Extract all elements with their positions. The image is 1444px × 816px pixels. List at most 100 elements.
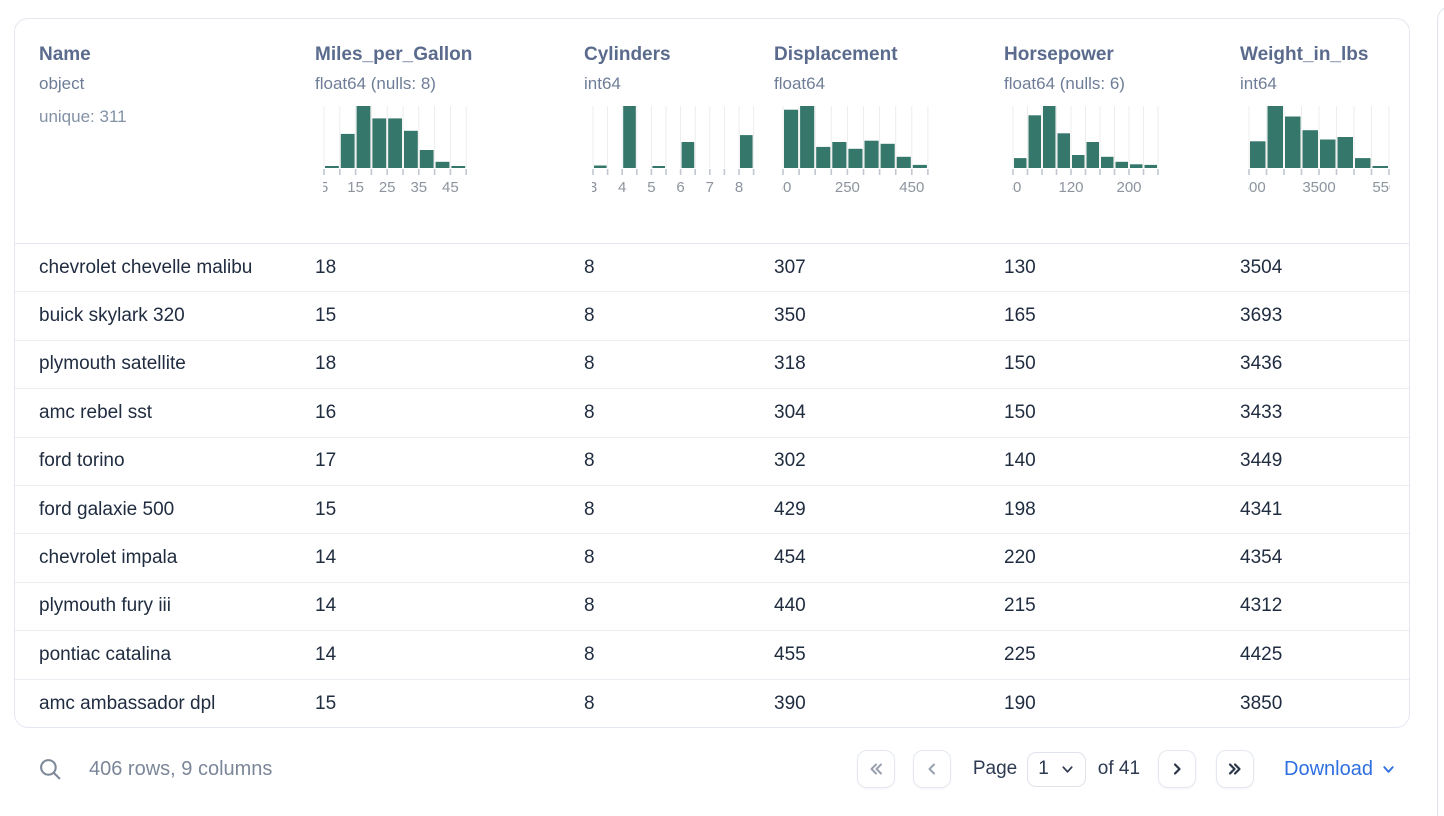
table-cell: 150 — [1004, 401, 1036, 423]
table-row[interactable]: amc ambassador dpl 15 8 390 190 3850 — [15, 680, 1409, 727]
column-header-horsepower[interactable]: Horsepower float64 (nulls: 6) 40 120 200 — [1004, 44, 1240, 243]
column-type: int64 — [584, 74, 621, 93]
column-type: float64 (nulls: 6) — [1004, 74, 1125, 93]
footer-left: 406 rows, 9 columns — [38, 757, 272, 782]
table-body: chevrolet chevelle malibu 18 8 307 130 3504 bu… — [15, 244, 1409, 727]
table-cell: 15 — [315, 305, 337, 327]
table-row[interactable]: buick skylark 320 15 8 350 165 3693 — [15, 292, 1409, 341]
column-header-weight_in_lbs[interactable]: Weight_in_lbs int64 1500 3500 5500 — [1240, 44, 1409, 243]
table-cell: 165 — [1004, 305, 1036, 327]
table-cell: 455 — [774, 643, 806, 665]
table-cell: 14 — [315, 547, 337, 569]
page-select-value: 1 — [1038, 758, 1049, 779]
svg-text:5: 5 — [323, 179, 328, 194]
table-cell: 304 — [774, 401, 806, 423]
histogram-horsepower: 40 120 200 — [1012, 106, 1159, 194]
table-cell: 4354 — [1240, 547, 1283, 569]
table-row[interactable]: pontiac catalina 14 8 455 225 4425 — [15, 631, 1409, 680]
table-cell: ford galaxie 500 — [39, 498, 175, 520]
svg-text:8: 8 — [735, 179, 743, 194]
table-cell: 14 — [315, 643, 337, 665]
table-cell: 8 — [584, 498, 595, 520]
table-cell: 8 — [584, 692, 595, 714]
table-cell: 215 — [1004, 595, 1036, 617]
page-select[interactable]: 1 — [1027, 751, 1086, 787]
table-cell: 8 — [584, 547, 595, 569]
table-cell: 8 — [584, 256, 595, 278]
table-cell: 350 — [774, 305, 806, 327]
table-cell: 8 — [584, 353, 595, 375]
total-pages-label: of 41 — [1097, 758, 1141, 779]
table-cell: ford torino — [39, 450, 125, 472]
table-row[interactable]: plymouth fury iii 14 8 440 215 4312 — [15, 583, 1409, 632]
first-page-button[interactable] — [856, 750, 895, 788]
column-name: Displacement — [774, 44, 898, 65]
svg-text:50: 50 — [782, 179, 791, 194]
table-cell: 429 — [774, 498, 806, 520]
table-row[interactable]: ford galaxie 500 15 8 429 198 4341 — [15, 486, 1409, 535]
svg-text:15: 15 — [347, 179, 364, 194]
adjacent-panel-edge — [1437, 6, 1444, 816]
table-row[interactable]: ford torino 17 8 302 140 3449 — [15, 438, 1409, 486]
table-cell: plymouth satellite — [39, 353, 186, 375]
table-cell: 390 — [774, 692, 806, 714]
column-header-miles_per_gallon[interactable]: Miles_per_Gallon float64 (nulls: 8) 5 15 25 3… — [315, 44, 584, 243]
row-column-summary: 406 rows, 9 columns — [89, 757, 273, 780]
svg-text:35: 35 — [410, 179, 427, 194]
column-header-displacement[interactable]: Displacement float64 50 250 450 — [774, 44, 1004, 243]
download-button[interactable]: Download — [1284, 758, 1396, 781]
chevrons-right-icon — [1228, 763, 1241, 775]
histogram-cylinders: 3 4 5 6 7 8 — [592, 106, 755, 194]
column-type: float64 — [774, 74, 826, 93]
svg-text:1500: 1500 — [1248, 179, 1266, 194]
table-cell: 150 — [1004, 353, 1036, 375]
table-header-row: Name object unique: 311 Miles_per_Gallon flo… — [15, 19, 1409, 244]
table-cell: 190 — [1004, 692, 1036, 714]
table-row[interactable]: chevrolet impala 14 8 454 220 4354 — [15, 534, 1409, 583]
table-cell: 4341 — [1240, 498, 1283, 520]
table-cell: buick skylark 320 — [39, 305, 185, 327]
table-cell: 8 — [584, 450, 595, 472]
data-table-card: Name object unique: 311 Miles_per_Gallon flo… — [14, 18, 1410, 728]
previous-page-button[interactable] — [912, 750, 951, 788]
table-cell: pontiac catalina — [39, 643, 172, 665]
column-type: object — [39, 74, 85, 93]
svg-text:200: 200 — [1116, 179, 1141, 194]
table-cell: 17 — [315, 450, 337, 472]
svg-text:3: 3 — [592, 179, 597, 194]
column-header-cylinders[interactable]: Cylinders int64 3 4 5 6 7 8 — [584, 44, 774, 243]
table-cell: 140 — [1004, 450, 1036, 472]
histogram-displacement: 50 250 450 — [782, 106, 929, 194]
table-cell: chevrolet chevelle malibu — [39, 256, 253, 278]
chevron-down-icon — [1383, 765, 1394, 773]
column-name: Miles_per_Gallon — [315, 44, 473, 65]
table-footer: 406 rows, 9 columns Page 1 of 41 — [14, 740, 1410, 798]
page-label: Page — [972, 758, 1018, 779]
svg-text:120: 120 — [1058, 179, 1083, 194]
column-header-name[interactable]: Name object unique: 311 — [15, 44, 315, 243]
column-type: int64 — [1240, 74, 1277, 93]
table-row[interactable]: amc rebel sst 16 8 304 150 3433 — [15, 389, 1409, 438]
table-row[interactable]: chevrolet chevelle malibu 18 8 307 130 3504 — [15, 244, 1409, 293]
chevrons-left-icon — [870, 763, 882, 775]
table-cell: 4312 — [1240, 595, 1283, 617]
svg-text:5: 5 — [647, 179, 655, 194]
last-page-button[interactable] — [1216, 750, 1255, 788]
svg-text:4: 4 — [618, 179, 626, 194]
search-icon[interactable] — [38, 757, 63, 782]
column-unique-count: unique: 311 — [39, 107, 127, 126]
table-cell: 8 — [584, 595, 595, 617]
svg-text:6: 6 — [676, 179, 684, 194]
svg-text:25: 25 — [379, 179, 396, 194]
next-page-button[interactable] — [1158, 750, 1197, 788]
table-cell: 15 — [315, 498, 337, 520]
download-label: Download — [1284, 757, 1373, 780]
svg-text:450: 450 — [899, 179, 924, 194]
column-name: Horsepower — [1004, 44, 1114, 65]
table-cell: 8 — [584, 401, 595, 423]
table-cell: 15 — [315, 692, 337, 714]
table-cell: 8 — [584, 643, 595, 665]
table-row[interactable]: plymouth satellite 18 8 318 150 3436 — [15, 341, 1409, 390]
column-name: Weight_in_lbs — [1240, 44, 1369, 65]
svg-text:7: 7 — [706, 179, 714, 194]
